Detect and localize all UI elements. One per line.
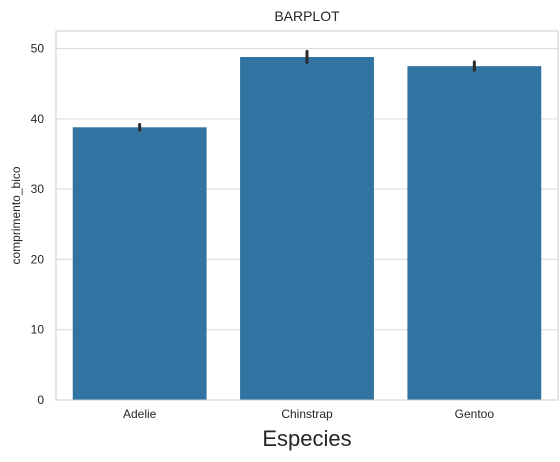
y-tick-label: 40 (31, 112, 45, 126)
x-axis-label: Especies (262, 426, 351, 451)
bars (73, 57, 542, 400)
y-tick-labels: 0 10 20 30 40 50 (31, 42, 45, 407)
y-tick-label: 10 (31, 323, 45, 337)
y-tick-label: 50 (31, 42, 45, 56)
bar-adelie (73, 127, 207, 400)
x-tick-label: Chinstrap (281, 407, 333, 421)
x-tick-label: Gentoo (455, 407, 495, 421)
y-tick-label: 0 (37, 393, 44, 407)
y-tick-label: 20 (31, 252, 45, 266)
y-axis-label: comprimento_bico (9, 166, 23, 264)
x-tick-labels: Adelie Chinstrap Gentoo (123, 407, 494, 421)
bar-gentoo (407, 66, 541, 400)
chart-title: BARPLOT (274, 8, 340, 24)
bar-chinstrap (240, 57, 374, 400)
y-tick-label: 30 (31, 182, 45, 196)
x-tick-label: Adelie (123, 407, 157, 421)
